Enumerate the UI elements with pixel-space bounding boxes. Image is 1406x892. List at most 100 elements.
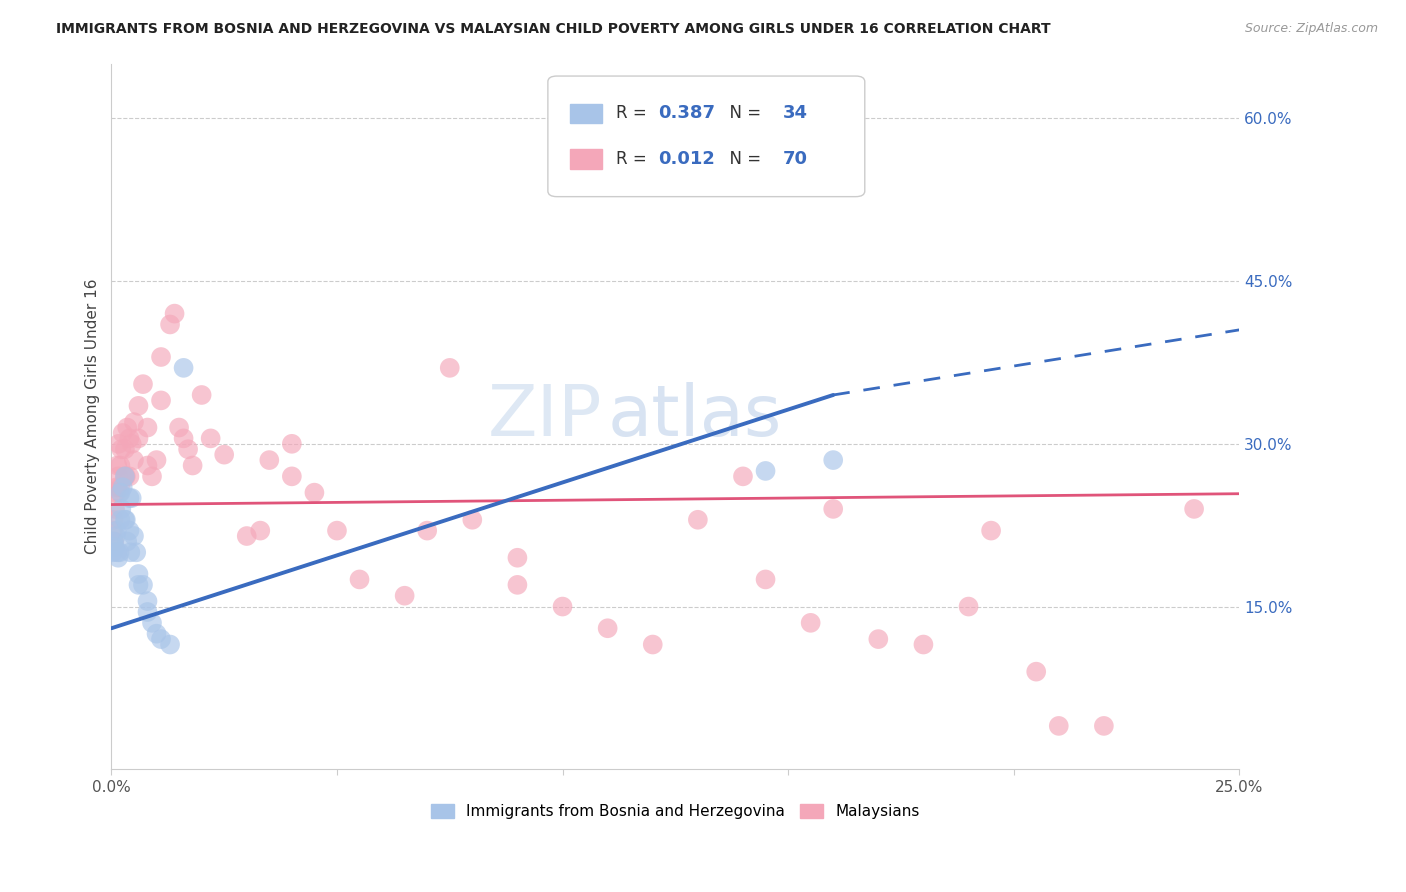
Point — [105, 480, 128, 494]
Point — [125, 545, 148, 559]
Point — [181, 458, 204, 473]
Point — [101, 545, 124, 559]
Point — [103, 534, 125, 549]
Point — [439, 360, 461, 375]
Point — [349, 573, 371, 587]
Point — [104, 529, 127, 543]
Point — [115, 534, 138, 549]
Point — [105, 545, 128, 559]
Point — [281, 469, 304, 483]
Point — [823, 453, 845, 467]
Point — [912, 638, 935, 652]
Text: 0.387: 0.387 — [658, 104, 716, 122]
Point — [121, 491, 143, 505]
Point — [212, 448, 235, 462]
Point — [754, 464, 776, 478]
Point — [1025, 665, 1047, 679]
Point — [823, 502, 845, 516]
Point — [103, 534, 125, 549]
Point — [141, 615, 163, 630]
Point — [136, 594, 159, 608]
Point — [118, 469, 141, 483]
Point — [416, 524, 439, 538]
Text: atlas: atlas — [607, 382, 782, 451]
Text: ZIP: ZIP — [488, 382, 602, 451]
Text: 0.012: 0.012 — [658, 150, 716, 169]
Point — [167, 420, 190, 434]
Point — [127, 578, 149, 592]
Bar — [571, 103, 602, 123]
Point — [110, 442, 132, 457]
FancyBboxPatch shape — [548, 76, 865, 196]
Point — [107, 469, 129, 483]
Point — [190, 388, 212, 402]
Point — [103, 540, 125, 554]
Point — [103, 513, 125, 527]
Text: N =: N = — [720, 150, 766, 169]
Point — [105, 524, 128, 538]
Text: R =: R = — [616, 104, 651, 122]
Point — [177, 442, 200, 457]
Point — [115, 513, 138, 527]
Point — [249, 524, 271, 538]
Point — [115, 469, 138, 483]
Point — [731, 469, 754, 483]
Point — [173, 431, 195, 445]
Point — [551, 599, 574, 614]
Text: N =: N = — [720, 104, 766, 122]
Point — [145, 453, 167, 467]
Point — [136, 605, 159, 619]
Point — [235, 529, 257, 543]
Point — [111, 425, 134, 440]
Point — [159, 638, 181, 652]
Point — [1047, 719, 1070, 733]
Point — [868, 632, 890, 646]
Point — [1092, 719, 1115, 733]
Point — [107, 550, 129, 565]
Text: Source: ZipAtlas.com: Source: ZipAtlas.com — [1244, 22, 1378, 36]
Point — [120, 545, 142, 559]
Point — [596, 621, 619, 635]
Point — [104, 502, 127, 516]
Point — [111, 480, 134, 494]
Point — [304, 485, 326, 500]
Point — [122, 415, 145, 429]
Point — [461, 513, 484, 527]
Point — [110, 502, 132, 516]
Point — [1182, 502, 1205, 516]
Point — [115, 420, 138, 434]
Point — [110, 513, 132, 527]
Point — [141, 469, 163, 483]
Point — [506, 578, 529, 592]
Point — [132, 578, 155, 592]
Point — [122, 453, 145, 467]
Point — [127, 399, 149, 413]
Point — [136, 420, 159, 434]
Point — [957, 599, 980, 614]
Point — [108, 545, 131, 559]
Point — [105, 458, 128, 473]
Point — [980, 524, 1002, 538]
Text: R =: R = — [616, 150, 651, 169]
Point — [150, 350, 173, 364]
Point — [110, 458, 132, 473]
Text: 34: 34 — [783, 104, 807, 122]
Point — [127, 567, 149, 582]
Point — [506, 550, 529, 565]
Y-axis label: Child Poverty Among Girls Under 16: Child Poverty Among Girls Under 16 — [86, 279, 100, 555]
Point — [686, 513, 709, 527]
Point — [114, 513, 136, 527]
Legend: Immigrants from Bosnia and Herzegovina, Malaysians: Immigrants from Bosnia and Herzegovina, … — [425, 797, 925, 825]
Point — [110, 485, 132, 500]
Point — [394, 589, 416, 603]
Point — [118, 431, 141, 445]
Point — [114, 442, 136, 457]
Point — [259, 453, 281, 467]
Point — [121, 437, 143, 451]
Point — [118, 524, 141, 538]
Point — [127, 431, 149, 445]
Point — [132, 377, 155, 392]
Point — [136, 458, 159, 473]
Text: IMMIGRANTS FROM BOSNIA AND HERZEGOVINA VS MALAYSIAN CHILD POVERTY AMONG GIRLS UN: IMMIGRANTS FROM BOSNIA AND HERZEGOVINA V… — [56, 22, 1050, 37]
Point — [150, 632, 173, 646]
